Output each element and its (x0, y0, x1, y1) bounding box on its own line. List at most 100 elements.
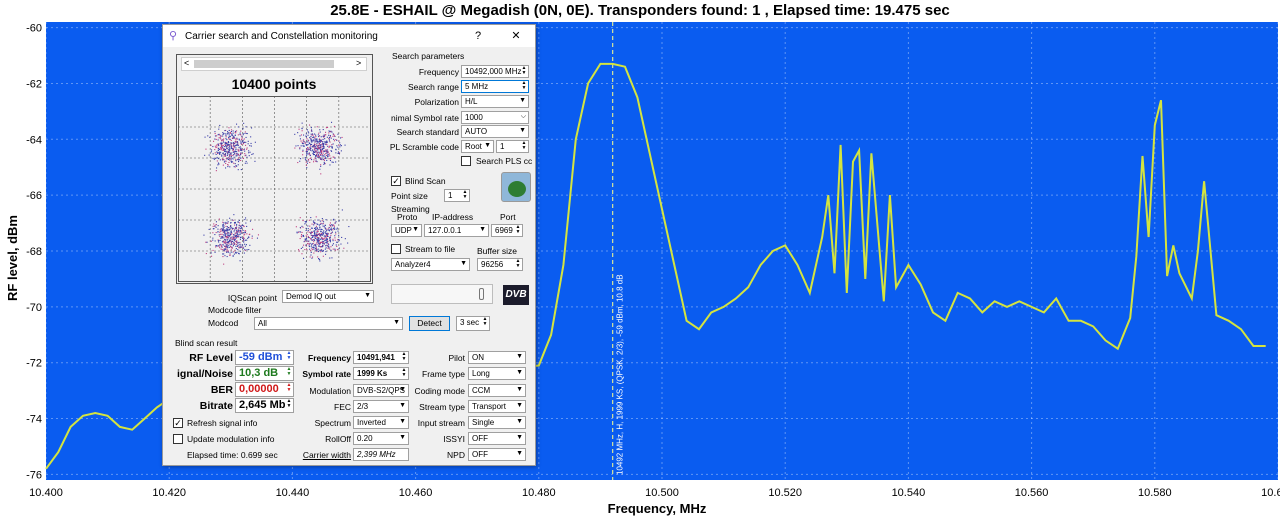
frame-type-select[interactable]: Long ▼ (468, 367, 526, 380)
iqscan-select[interactable]: Demod IQ out ▼ (282, 290, 374, 303)
scroll-right-icon[interactable]: > (356, 58, 362, 68)
stream-type-select[interactable]: Transport ▼ (468, 400, 526, 413)
constellation-point (224, 130, 226, 132)
constellation-point (315, 249, 317, 251)
proto-value: UDP (395, 226, 412, 235)
constellation-point (225, 241, 227, 243)
constellation-point (307, 153, 309, 155)
search-standard-select[interactable]: AUTO ▼ (461, 125, 529, 138)
issyi-select[interactable]: OFF ▼ (468, 432, 526, 445)
buffer-size-input[interactable]: 96256 ▲ ▼ (477, 258, 523, 271)
constellation-point (237, 229, 239, 231)
proto-select[interactable]: UDP ▼ (391, 224, 422, 237)
constellation-point (227, 153, 229, 155)
help-button[interactable]: ? (474, 30, 482, 42)
spin-icon[interactable]: ▲ ▼ (515, 224, 521, 235)
scrollbar-thumb[interactable] (194, 60, 334, 68)
constellation-point (236, 141, 238, 143)
constellation-point (317, 223, 319, 225)
pl-scramble-code-input[interactable]: 1 ▲ ▼ (496, 140, 529, 153)
constellation-point (335, 221, 337, 223)
rolloff-select[interactable]: 0.20 ▼ (353, 432, 409, 445)
constellation-point (328, 136, 330, 138)
constellation-point (307, 160, 309, 162)
constellation-point (212, 239, 214, 241)
constellation-point (222, 226, 224, 228)
search-pls-checkbox[interactable] (461, 156, 471, 166)
constellation-point (225, 155, 227, 157)
spin-icon[interactable]: ▲ ▼ (515, 258, 521, 269)
constellation-point (250, 145, 252, 147)
detect-button[interactable]: Detect (409, 316, 450, 331)
pilot-select[interactable]: ON ▼ (468, 351, 526, 364)
coding-mode-select[interactable]: CCM ▼ (468, 384, 526, 397)
spin-icon[interactable]: ▲ ▼ (462, 189, 468, 200)
constellation-point (214, 145, 216, 147)
blind-scan-checkbox[interactable]: ✓ (391, 176, 401, 186)
pl-scramble-mode-select[interactable]: Root ▼ (461, 140, 494, 153)
constellation-point (305, 141, 307, 143)
update-modulation-checkbox[interactable] (173, 434, 183, 444)
constellation-point (217, 239, 219, 241)
satellite-dish-icon[interactable] (501, 172, 531, 202)
close-button[interactable]: ✕ (511, 30, 521, 42)
constellation-point (218, 241, 220, 243)
spin-icon[interactable]: ▲ ▼ (286, 350, 292, 361)
constellation-point (212, 228, 214, 230)
constellation-point (236, 227, 238, 229)
constellation-point (302, 150, 304, 152)
search-range-input[interactable]: 5 MHz ▲ ▼ (461, 80, 529, 93)
frequency-input[interactable]: 10492,000 MHz ▲ ▼ (461, 65, 529, 78)
constellation-point (338, 140, 340, 142)
constellation-point (334, 248, 336, 250)
stream-to-file-checkbox[interactable] (391, 244, 401, 254)
constellation-point (300, 247, 302, 249)
constellation-point (325, 233, 327, 235)
constellation-point (239, 227, 241, 229)
spin-icon[interactable]: ▲ ▼ (286, 366, 292, 377)
constellation-point (231, 232, 233, 234)
fec-select[interactable]: 2/3 ▼ (353, 400, 409, 413)
npd-select[interactable]: OFF ▼ (468, 448, 526, 461)
constellation-point (305, 164, 307, 166)
spin-icon[interactable]: ▲ ▼ (521, 65, 527, 76)
constellation-point (240, 140, 242, 142)
spin-icon[interactable]: ▲ ▼ (521, 80, 527, 91)
point-size-input[interactable]: 1 ▲ ▼ (444, 189, 470, 202)
refresh-signal-checkbox[interactable]: ✓ (173, 418, 183, 428)
spin-icon[interactable]: ▲ ▼ (286, 398, 292, 409)
ip-address-select[interactable]: 127.0.0.1 ▼ (424, 224, 489, 237)
constellation-point (251, 153, 253, 155)
constellation-point (340, 243, 342, 245)
detect-time-input[interactable]: 3 sec ▲ ▼ (456, 316, 490, 331)
constellation-point (315, 247, 317, 249)
modulation-select[interactable]: DVB-S2/QPS ▼ (353, 384, 409, 397)
constellation-point (242, 244, 244, 246)
constellation-point (249, 145, 251, 147)
polarization-select[interactable]: H/L ▼ (461, 95, 529, 108)
spectrum-select[interactable]: Inverted ▼ (353, 416, 409, 429)
constellation-point (310, 127, 312, 129)
port-input[interactable]: 6969 ▲ ▼ (491, 224, 523, 237)
spin-icon[interactable]: ▲ ▼ (521, 140, 527, 151)
constellation-point (226, 229, 228, 231)
constellation-point (319, 243, 321, 245)
horizontal-scrollbar[interactable]: < > (181, 57, 367, 71)
constellation-point (215, 224, 217, 226)
spin-icon[interactable]: ▲ ▼ (401, 367, 407, 378)
constellation-point (243, 247, 245, 249)
constellation-point (225, 133, 227, 135)
input-stream-select[interactable]: Single ▼ (468, 416, 526, 429)
constellation-point (326, 238, 328, 240)
constellation-point (309, 147, 311, 149)
y-tick-label: -74 (26, 414, 42, 426)
scroll-left-icon[interactable]: < (184, 58, 190, 68)
constellation-point (236, 240, 238, 242)
constellation-point (322, 242, 324, 244)
spin-icon[interactable]: ▲ ▼ (482, 316, 488, 327)
spin-icon[interactable]: ▲ ▼ (286, 382, 292, 393)
spin-icon[interactable]: ▲ ▼ (401, 351, 407, 362)
modcode-select[interactable]: All ▼ (254, 317, 403, 330)
analyzer-select[interactable]: Analyzer4 ▼ (391, 258, 470, 271)
min-symbol-rate-select[interactable]: 1000 ⌵ (461, 111, 529, 124)
